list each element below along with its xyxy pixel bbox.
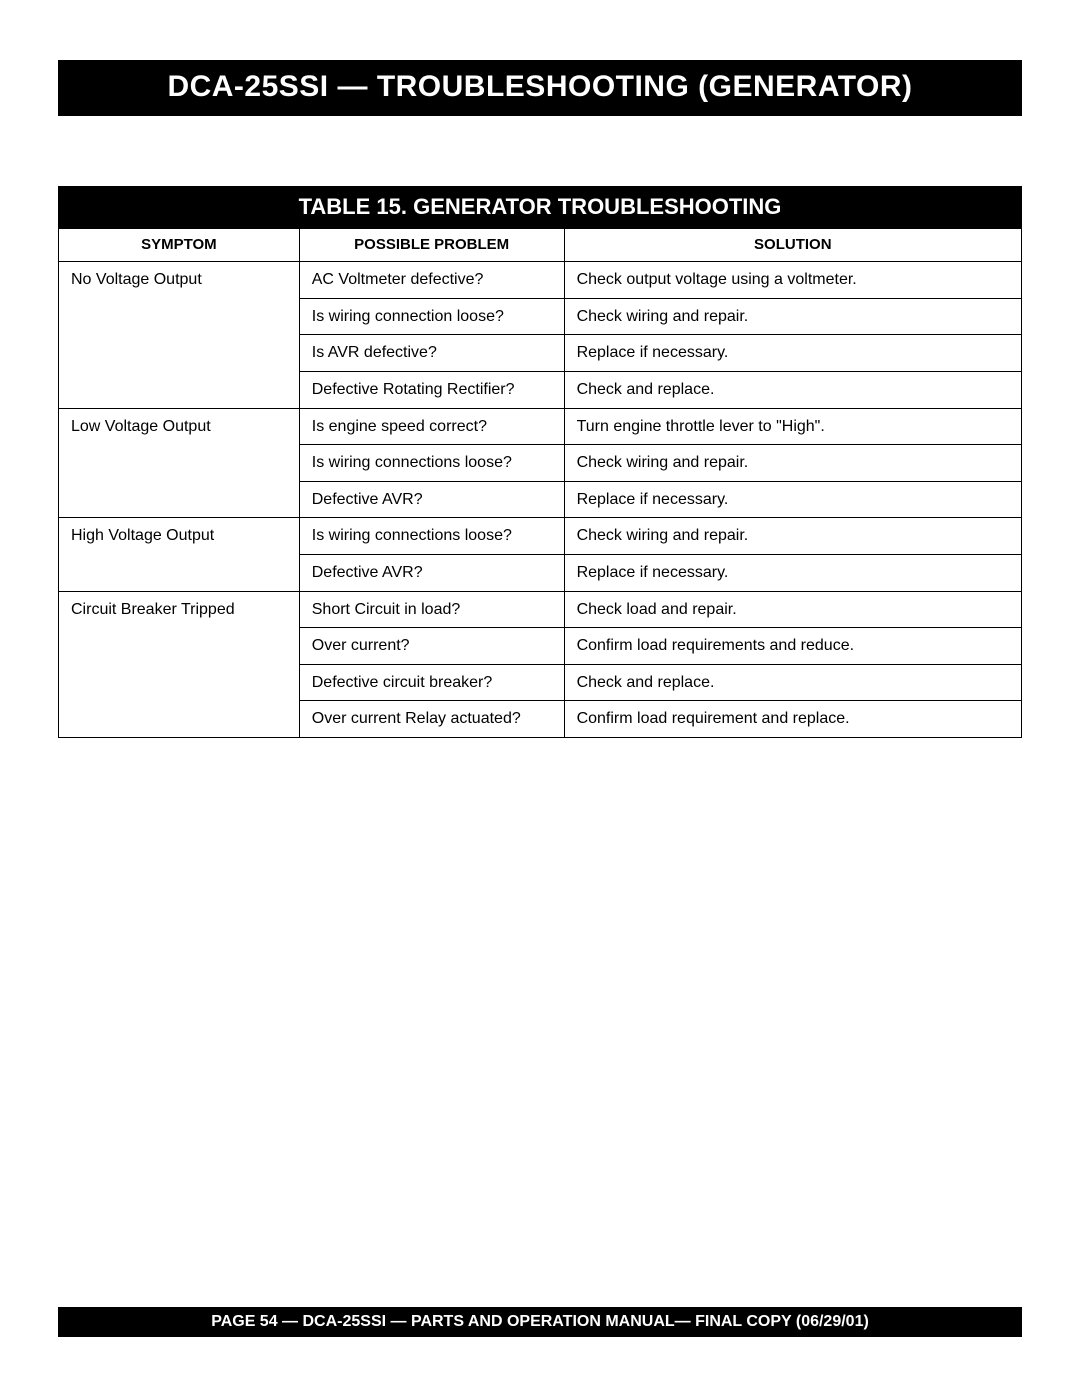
table-row: Low Voltage OutputIs engine speed correc…: [59, 408, 1022, 445]
cell-problem: Is wiring connections loose?: [299, 518, 564, 555]
cell-problem: Over current Relay actuated?: [299, 701, 564, 738]
cell-solution: Check and replace.: [564, 664, 1021, 701]
col-symptom: SYMPTOM: [59, 229, 300, 262]
cell-problem: Defective circuit breaker?: [299, 664, 564, 701]
col-solution: SOLUTION: [564, 229, 1021, 262]
troubleshooting-table: SYMPTOM POSSIBLE PROBLEM SOLUTION No Vol…: [58, 228, 1022, 738]
cell-problem: Defective AVR?: [299, 481, 564, 518]
cell-problem: Is engine speed correct?: [299, 408, 564, 445]
cell-symptom: Low Voltage Output: [59, 408, 300, 518]
table-title: TABLE 15. GENERATOR TROUBLESHOOTING: [58, 186, 1022, 228]
page-header: DCA-25SSI — TROUBLESHOOTING (GENERATOR): [58, 60, 1022, 116]
troubleshooting-table-wrap: TABLE 15. GENERATOR TROUBLESHOOTING SYMP…: [58, 186, 1022, 738]
page-footer: PAGE 54 — DCA-25SSI — PARTS AND OPERATIO…: [58, 1307, 1022, 1337]
table-row: High Voltage OutputIs wiring connections…: [59, 518, 1022, 555]
cell-problem: Defective Rotating Rectifier?: [299, 372, 564, 409]
cell-solution: Replace if necessary.: [564, 481, 1021, 518]
cell-solution: Check wiring and repair.: [564, 298, 1021, 335]
table-body: No Voltage OutputAC Voltmeter defective?…: [59, 262, 1022, 738]
cell-solution: Replace if necessary.: [564, 335, 1021, 372]
cell-solution: Check and replace.: [564, 372, 1021, 409]
cell-solution: Check load and repair.: [564, 591, 1021, 628]
cell-symptom: Circuit Breaker Tripped: [59, 591, 300, 737]
cell-solution: Confirm load requirements and reduce.: [564, 628, 1021, 665]
cell-problem: Over current?: [299, 628, 564, 665]
table-header-row: SYMPTOM POSSIBLE PROBLEM SOLUTION: [59, 229, 1022, 262]
cell-problem: Is wiring connections loose?: [299, 445, 564, 482]
cell-problem: Short Circuit in load?: [299, 591, 564, 628]
cell-symptom: High Voltage Output: [59, 518, 300, 591]
cell-solution: Check wiring and repair.: [564, 445, 1021, 482]
cell-solution: Confirm load requirement and replace.: [564, 701, 1021, 738]
cell-problem: Is wiring connection loose?: [299, 298, 564, 335]
cell-problem: AC Voltmeter defective?: [299, 262, 564, 299]
table-row: Circuit Breaker TrippedShort Circuit in …: [59, 591, 1022, 628]
cell-solution: Replace if necessary.: [564, 555, 1021, 592]
col-problem: POSSIBLE PROBLEM: [299, 229, 564, 262]
cell-problem: Is AVR defective?: [299, 335, 564, 372]
table-row: No Voltage OutputAC Voltmeter defective?…: [59, 262, 1022, 299]
cell-solution: Check output voltage using a voltmeter.: [564, 262, 1021, 299]
cell-solution: Turn engine throttle lever to "High".: [564, 408, 1021, 445]
cell-symptom: No Voltage Output: [59, 262, 300, 408]
cell-solution: Check wiring and repair.: [564, 518, 1021, 555]
cell-problem: Defective AVR?: [299, 555, 564, 592]
